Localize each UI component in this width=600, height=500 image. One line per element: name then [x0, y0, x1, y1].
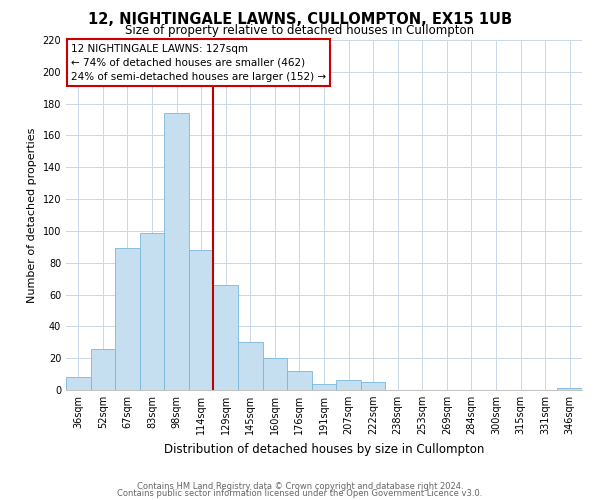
Bar: [164, 113, 189, 390]
Bar: [140, 232, 164, 390]
Bar: [336, 380, 361, 390]
Bar: [238, 342, 263, 390]
Bar: [287, 371, 312, 390]
Text: Contains HM Land Registry data © Crown copyright and database right 2024.: Contains HM Land Registry data © Crown c…: [137, 482, 463, 491]
Text: 12, NIGHTINGALE LAWNS, CULLOMPTON, EX15 1UB: 12, NIGHTINGALE LAWNS, CULLOMPTON, EX15 …: [88, 12, 512, 28]
Y-axis label: Number of detached properties: Number of detached properties: [27, 128, 37, 302]
Bar: [91, 348, 115, 390]
Bar: [361, 382, 385, 390]
X-axis label: Distribution of detached houses by size in Cullompton: Distribution of detached houses by size …: [164, 442, 484, 456]
Bar: [66, 378, 91, 390]
Bar: [312, 384, 336, 390]
Bar: [189, 250, 214, 390]
Text: 12 NIGHTINGALE LAWNS: 127sqm
← 74% of detached houses are smaller (462)
24% of s: 12 NIGHTINGALE LAWNS: 127sqm ← 74% of de…: [71, 44, 326, 82]
Text: Size of property relative to detached houses in Cullompton: Size of property relative to detached ho…: [125, 24, 475, 37]
Text: Contains public sector information licensed under the Open Government Licence v3: Contains public sector information licen…: [118, 488, 482, 498]
Bar: [214, 285, 238, 390]
Bar: [263, 358, 287, 390]
Bar: [115, 248, 140, 390]
Bar: [557, 388, 582, 390]
